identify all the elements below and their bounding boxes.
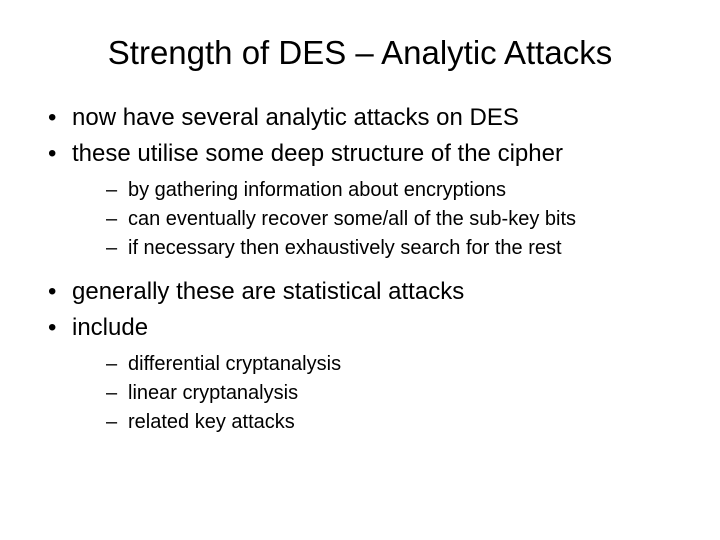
bullet-text: include <box>72 314 148 341</box>
sub-bullet-text: by gathering information about encryptio… <box>128 179 506 201</box>
list-item: include differential cryptanalysis linea… <box>48 312 690 435</box>
list-item: related key attacks <box>106 409 690 436</box>
sub-bullet-text: linear cryptanalysis <box>128 382 298 404</box>
list-item: differential cryptanalysis <box>106 351 690 378</box>
slide: Strength of DES – Analytic Attacks now h… <box>0 0 720 540</box>
list-item: linear cryptanalysis <box>106 380 690 407</box>
bullet-text: these utilise some deep structure of the… <box>72 140 563 167</box>
bullet-list: now have several analytic attacks on DES… <box>48 102 690 436</box>
list-item: now have several analytic attacks on DES <box>48 102 690 134</box>
sub-bullet-text: can eventually recover some/all of the s… <box>128 208 576 230</box>
list-item: generally these are statistical attacks <box>48 276 690 308</box>
bullet-text: now have several analytic attacks on DES <box>72 104 519 131</box>
sub-bullet-list: by gathering information about encryptio… <box>106 177 690 262</box>
sub-bullet-text: differential cryptanalysis <box>128 353 341 375</box>
sub-bullet-text: if necessary then exhaustively search fo… <box>128 237 562 259</box>
list-item: by gathering information about encryptio… <box>106 177 690 204</box>
sub-bullet-text: related key attacks <box>128 411 295 433</box>
list-item: if necessary then exhaustively search fo… <box>106 235 690 262</box>
list-item: these utilise some deep structure of the… <box>48 138 690 261</box>
list-item: can eventually recover some/all of the s… <box>106 206 690 233</box>
sub-bullet-list: differential cryptanalysis linear crypta… <box>106 351 690 436</box>
slide-title: Strength of DES – Analytic Attacks <box>30 34 690 72</box>
bullet-text: generally these are statistical attacks <box>72 278 464 305</box>
